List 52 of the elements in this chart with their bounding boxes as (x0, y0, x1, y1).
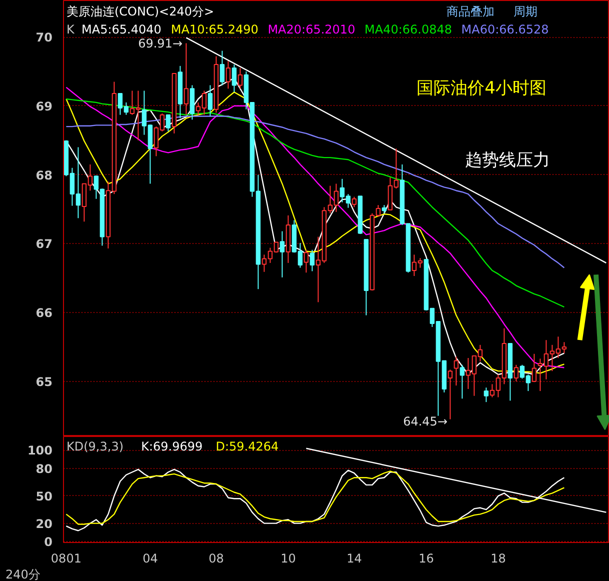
text: MA40:66.0848 (364, 22, 452, 36)
series-label: K:69.9699 (141, 440, 203, 454)
candlestick (220, 50, 225, 86)
candlestick (166, 114, 171, 132)
x-tick-label: 18 (490, 552, 506, 566)
candlestick (184, 42, 189, 116)
candlestick (352, 196, 357, 208)
annotation: 周期 (514, 4, 538, 18)
candlestick (238, 68, 243, 90)
y-tick-label: 69 (36, 99, 53, 114)
y-tick-label: 80 (36, 462, 53, 476)
x-tick-label: 08 (208, 552, 224, 566)
annotation: 商品叠加 (446, 4, 494, 18)
y-tick-label: 68 (36, 168, 53, 182)
candlestick (310, 249, 315, 272)
y-tick-label: 20 (36, 516, 53, 531)
text: MA20:65.2010 (268, 22, 356, 36)
candlestick (226, 60, 231, 90)
candlestick (532, 353, 537, 383)
y-tick-label: 0 (44, 535, 53, 550)
candlestick (232, 64, 237, 93)
y-tick-label: 70 (36, 30, 53, 45)
text: MA5:65.4040 (82, 22, 162, 36)
candlestick (484, 387, 489, 403)
candlestick (514, 364, 519, 382)
candlestick (208, 84, 213, 117)
candlestick (304, 249, 309, 274)
y-tick-label: 66 (36, 306, 53, 320)
candlestick (280, 230, 285, 278)
x-tick-label: 14 (346, 552, 362, 566)
y-tick-label: 100 (27, 444, 53, 458)
x-axis-title: 240分 (6, 568, 40, 581)
x-tick-label: 10 (280, 552, 296, 566)
candlestick (460, 364, 465, 400)
x-tick-label: 04 (142, 552, 158, 566)
candlestick (454, 356, 459, 386)
candlestick (448, 369, 453, 420)
annotation: 69.91→ (138, 36, 183, 50)
text: MA60:66.6528 (461, 22, 549, 36)
annotation: 趋势线压力 (465, 150, 550, 170)
y-tick-label: 65 (36, 374, 53, 389)
x-tick-label: 0801 (50, 552, 82, 566)
annotation: 国际油价4小时图 (416, 78, 546, 98)
chart-title: 美原油连(CONC)<240分> (66, 4, 214, 18)
text: D:59.4264 (216, 440, 279, 454)
annotation: K (66, 22, 76, 36)
x-tick-label: 16 (418, 552, 434, 566)
chart-title: KD(9,3,3) (66, 440, 124, 454)
y-tick-label: 67 (36, 237, 53, 252)
y-tick-label: 50 (36, 489, 53, 504)
annotation: 64.45→ (403, 414, 448, 428)
text: MA10:65.2490 (170, 22, 258, 36)
